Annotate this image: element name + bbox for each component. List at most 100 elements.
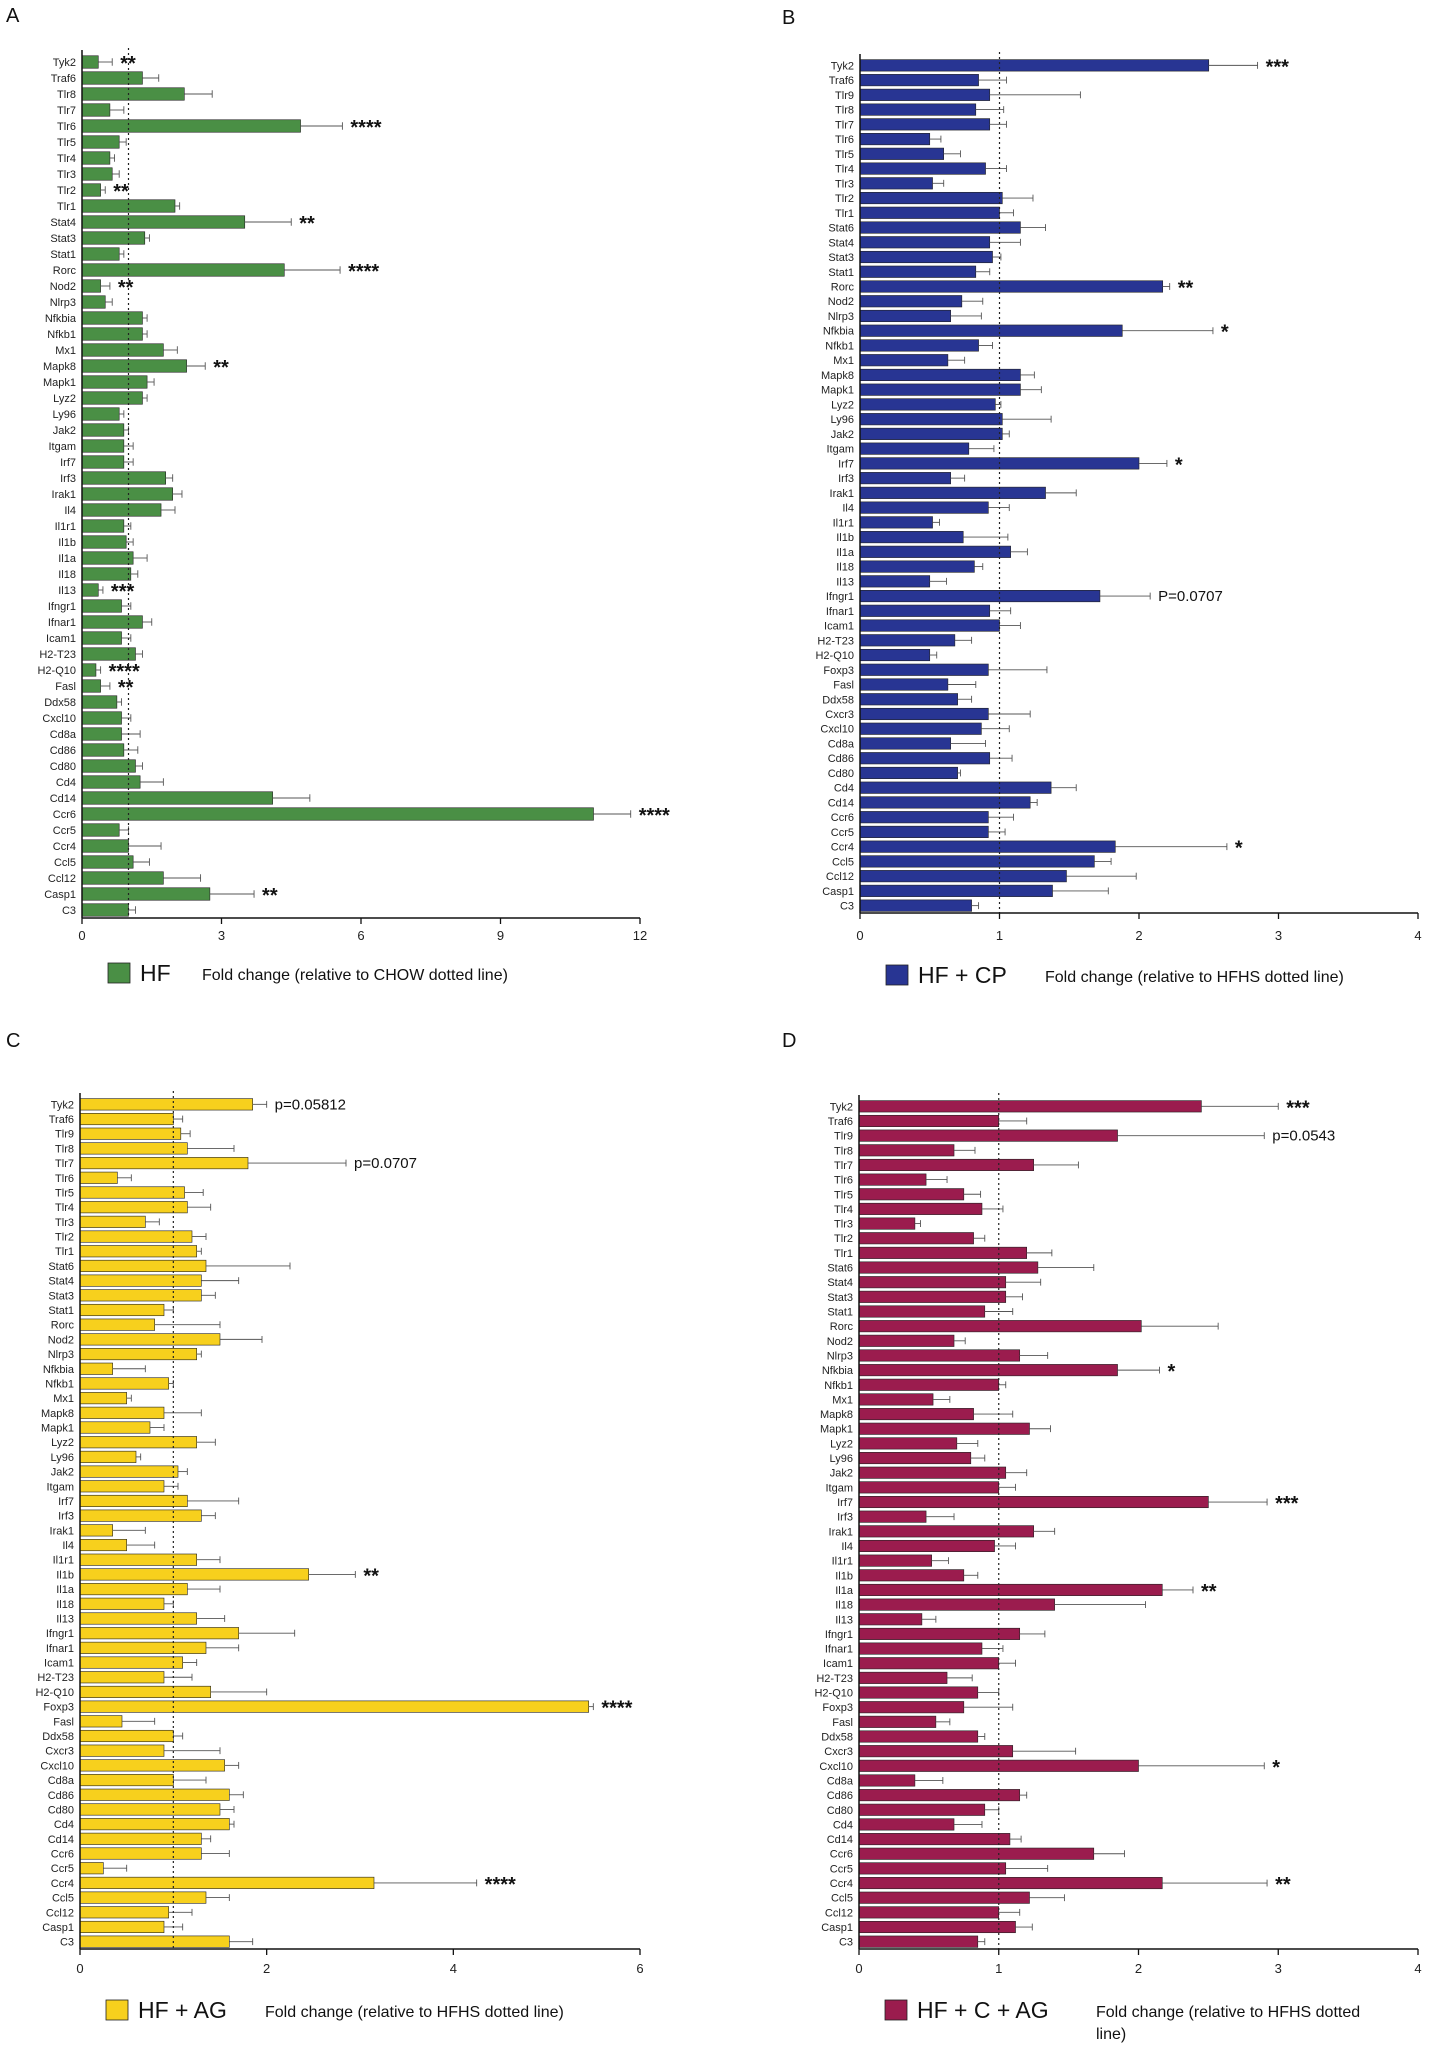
panel-d-bar-irf7	[858, 1496, 1209, 1509]
panel-d-category-label: Tlr4	[834, 1204, 853, 1216]
panel-c-error-bar-ccl12	[168, 1908, 193, 1916]
panel-c-error-bar-il18	[164, 1600, 174, 1608]
panel-a-error-bar-h2-q10	[95, 666, 102, 674]
panel-b-category-label: Mapk1	[821, 385, 854, 397]
panel-c-bar-ly96	[79, 1450, 137, 1463]
panel-d-category-label: Tlr2	[834, 1233, 853, 1245]
panel-d-error-bar-tlr6	[926, 1176, 948, 1184]
panel-c-category-label: Ifngr1	[46, 1628, 74, 1640]
panel-c-category-label: Cd4	[54, 1819, 74, 1831]
panel-a-annotation-fasl: **	[118, 677, 134, 699]
panel-a-category-label: Stat4	[50, 217, 76, 229]
panel-c-annotation-il1b: **	[363, 1565, 379, 1587]
panel-c-error-bar-cd80	[220, 1806, 235, 1813]
panel-a-category-label: Cd86	[50, 745, 76, 757]
panel-b-error-bar-il1b	[963, 533, 1009, 541]
panel-d-category-label: Icam1	[823, 1658, 853, 1670]
panel-d-error-bar-irak1	[1033, 1527, 1056, 1535]
panel-d-category-label: Tlr6	[834, 1175, 853, 1187]
panel-d-x-tick-label: 4	[1414, 1961, 1421, 1976]
panel-b-bar-ddx58	[859, 693, 958, 706]
panel-c-bar-cd80	[79, 1803, 221, 1816]
panel-b-category-label: Il1a	[836, 547, 855, 559]
panel-b-error-bar-stat6	[1020, 224, 1046, 231]
panel-a-category-label: Ccl5	[54, 857, 76, 869]
panel-d-category-label: Il1r1	[832, 1556, 853, 1568]
panel-a-category-label: Nlrp3	[50, 297, 76, 309]
panel-a-bar-cxcl10	[81, 711, 122, 725]
panel-d-error-bar-tlr8	[954, 1146, 976, 1154]
panel-a-error-bar-nlrp3	[105, 298, 113, 306]
panel-c-category-label: Il1b	[56, 1569, 74, 1581]
panel-b-annotation-rorc: **	[1178, 277, 1194, 299]
panel-b-error-bar-itgam	[968, 445, 995, 453]
panel-a-category-label: Tlr4	[57, 153, 76, 165]
panel-b-error-bar-icam1	[999, 622, 1021, 629]
panel-b-error-bar-ddx58	[957, 695, 973, 703]
panel-b-bar-mapk8	[859, 368, 1021, 381]
chart-panel-d: Tyk2 Traf6 Tlr9 Tlr8 Tlr7 Tlr6 Tlr5 Tlr4 Tlr3 Tlr…	[814, 1093, 1422, 2043]
panel-d-bar-tlr6	[858, 1173, 927, 1186]
panel-c-error-bar-fasl	[122, 1717, 156, 1725]
panel-c-error-bar-lyz2	[196, 1438, 216, 1446]
panel-b-error-bar-lyz2	[995, 400, 1002, 408]
panel-a-bar-fasl	[81, 679, 101, 693]
panel-b-error-bar-tlr5	[943, 150, 961, 158]
panel-d-category-label: Il1a	[835, 1585, 854, 1597]
panel-b-annotation-irf7: *	[1175, 454, 1183, 476]
panel-b-category-label: Irf3	[838, 473, 854, 485]
panel-c-error-bar-ifnar1	[206, 1644, 240, 1652]
panel-b-category-label: Nod2	[828, 296, 854, 308]
panel-a-error-bar-tlr1	[175, 202, 181, 210]
panel-d-error-bar-jak2	[1005, 1469, 1028, 1477]
panel-d-bar-mapk1	[858, 1422, 1030, 1435]
panel-d-bar-ccr4	[858, 1877, 1163, 1890]
panel-c-bar-casp1	[79, 1920, 165, 1933]
panel-c-bar-ccl5	[79, 1891, 207, 1904]
panel-b-bar-c3	[859, 899, 972, 912]
panel-c-error-bar-cxcr3	[164, 1747, 221, 1755]
panel-c-error-bar-c3	[229, 1938, 254, 1946]
panel-d-category-label: Tyk2	[830, 1101, 853, 1113]
panel-c-legend-label: HF + AG	[138, 1997, 227, 2023]
panel-c-bar-il13	[79, 1612, 197, 1625]
panel-d-error-bar-ccr5	[1005, 1864, 1049, 1872]
panel-a-x-tick-label: 0	[78, 928, 85, 943]
panel-d-bar-nlrp3	[858, 1349, 1021, 1362]
panel-d-error-bar-foxp3	[963, 1703, 1014, 1711]
panel-b-category-label: Ccr5	[831, 827, 854, 839]
panel-d-category-label: Stat3	[827, 1292, 853, 1304]
panel-c-bar-nfkb1	[79, 1377, 169, 1390]
panel-d-category-label: C3	[839, 1937, 853, 1949]
panel-d-bar-lyz2	[858, 1437, 958, 1450]
panel-d-error-bar-stat3	[1005, 1293, 1023, 1301]
panel-d-error-bar-tlr2	[973, 1234, 986, 1242]
panel-b-error-bar-ccr4	[1115, 843, 1228, 851]
panel-b-bar-il1a	[859, 545, 1011, 558]
panel-b-error-bar-tlr9	[989, 91, 1081, 99]
panel-a-error-bar-irf7	[123, 458, 134, 466]
panel-b-error-bar-tlr1	[999, 209, 1014, 217]
panel-b-category-label: Tlr3	[835, 178, 854, 190]
panel-a-error-bar-tlr8	[184, 90, 213, 98]
panel-d-category-label: Cd4	[833, 1819, 853, 1831]
panel-c-error-bar-mapk8	[164, 1409, 202, 1417]
panel-b-error-bar-nfkb1	[978, 342, 993, 349]
panel-c-category-label: Ddx58	[42, 1731, 74, 1743]
panel-b-category-label: Nfkb1	[825, 340, 854, 352]
panel-a-category-label: Nod2	[50, 281, 76, 293]
panel-c-error-bar-il1a	[187, 1585, 221, 1593]
panel-d-category-label: Il18	[835, 1600, 853, 1612]
panel-c-category-label: Itgam	[46, 1481, 74, 1493]
panel-d-category-label: Nfkb1	[824, 1380, 853, 1392]
panel-c-error-bar-stat6	[206, 1262, 291, 1270]
panel-c-bar-il18	[79, 1597, 165, 1610]
panel-d-bar-ccr5	[858, 1862, 1007, 1875]
panel-a-bar-irf3	[81, 471, 166, 485]
panel-c-x-axis-label: Fold change (relative to HFHS dotted lin…	[265, 2004, 564, 2021]
panel-b-bar-il18	[859, 560, 975, 573]
panel-d-bar-stat4	[858, 1276, 1007, 1289]
panel-b-legend-swatch	[885, 964, 909, 986]
panel-c-category-label: Ifnar1	[46, 1643, 74, 1655]
panel-letter-b: B	[782, 7, 795, 29]
